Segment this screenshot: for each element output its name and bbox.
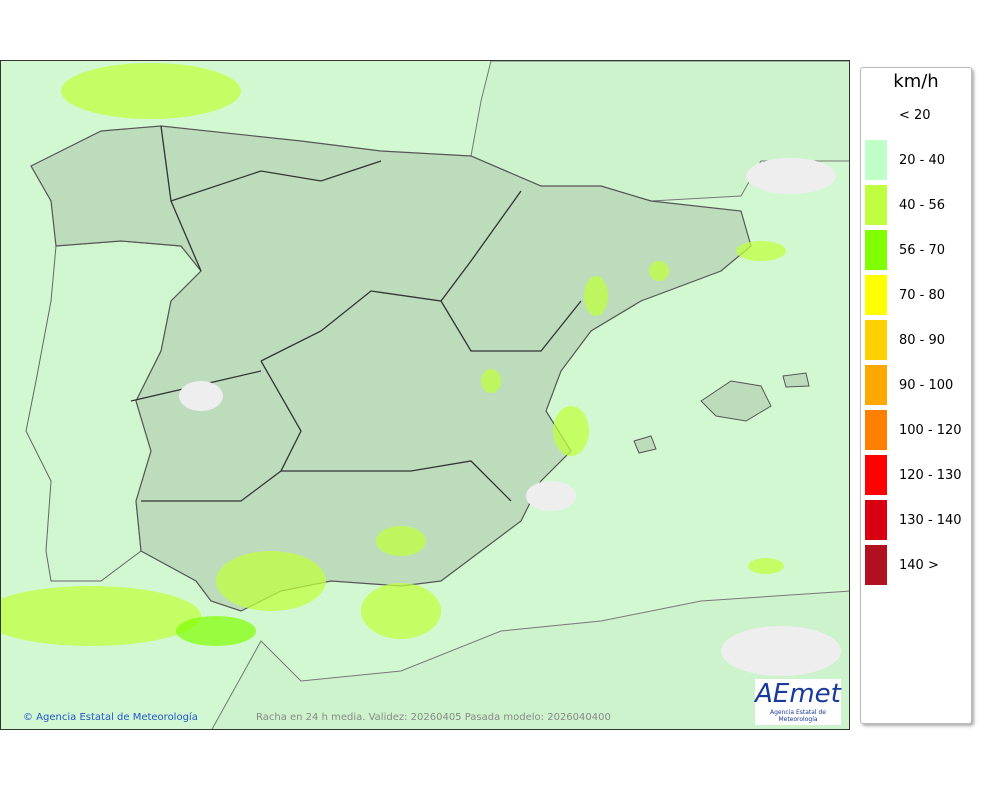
legend-label: 56 - 70 [899,242,946,258]
legend-label: 140 > [899,557,939,573]
legend-item: 90 - 100 [865,365,953,405]
wind-gust-map[interactable]: © Agencia Estatal de Meteorología Racha … [0,60,850,730]
legend-swatch [865,275,887,315]
mallorca [700,380,772,422]
legend-label: < 20 [899,107,931,123]
aemet-logo: AEmet Agencia Estatal de Meteorología [755,679,841,725]
legend-unit: km/h [893,71,939,92]
legend-item: 130 - 140 [865,500,962,540]
legend-label: 100 - 120 [899,422,962,438]
legend-label: 90 - 100 [899,377,954,393]
ibiza [633,435,657,454]
legend: km/h < 20 20 - 40 40 - 56 56 - 70 70 - 80 80 … [860,67,972,724]
legend-swatch [865,230,887,270]
legend-item: < 20 [865,95,931,135]
legend-item: 40 - 56 [865,185,945,225]
legend-item: 100 - 120 [865,410,962,450]
legend-label: 130 - 140 [899,512,962,528]
legend-item: 140 > [865,545,939,585]
legend-swatch [865,500,887,540]
wind-below-20-areas [179,158,841,676]
legend-swatch [865,140,887,180]
map-graphic [1,61,849,729]
legend-item: 56 - 70 [865,230,945,270]
wind-56-70-area [176,616,256,646]
legend-swatch [865,365,887,405]
menorca [782,372,810,388]
map-caption: Racha en 24 h media. Validez: 20260405 P… [256,712,611,723]
legend-swatch [865,455,887,495]
legend-label: 70 - 80 [899,287,946,303]
africa-land [211,590,849,729]
legend-swatch [865,185,887,225]
wind-40-56-areas [1,63,786,646]
legend-swatch [865,410,887,450]
legend-label: 40 - 56 [899,197,946,213]
legend-item: 120 - 130 [865,455,962,495]
legend-item: 70 - 80 [865,275,945,315]
legend-item: 80 - 90 [865,320,945,360]
legend-swatch [865,95,887,135]
legend-swatch [865,545,887,585]
spain-land [30,125,752,612]
legend-label: 20 - 40 [899,152,946,168]
legend-label: 80 - 90 [899,332,946,348]
legend-label: 120 - 130 [899,467,962,483]
agency-credit: © Agencia Estatal de Meteorología [23,712,198,723]
legend-item: 20 - 40 [865,140,945,180]
region-borders [130,125,582,502]
legend-swatch [865,320,887,360]
